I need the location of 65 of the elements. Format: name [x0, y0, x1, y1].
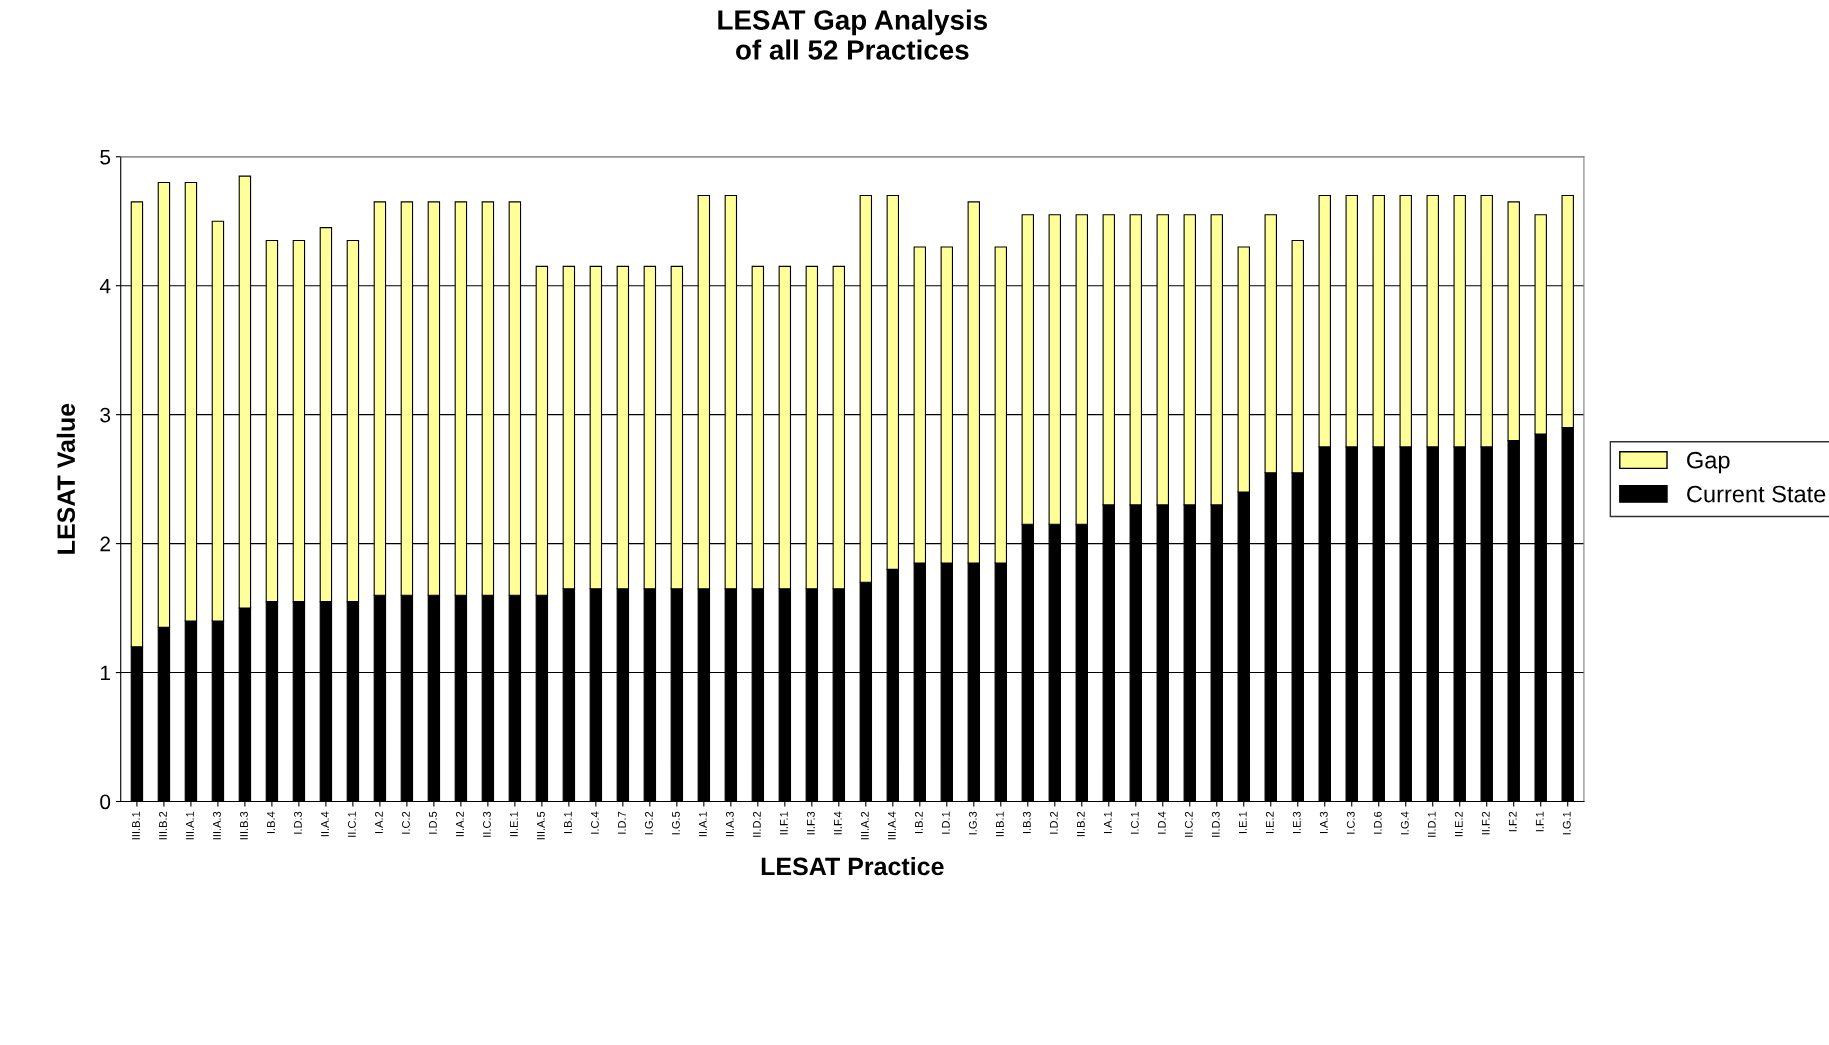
x-tick-label: III.A.5: [537, 811, 545, 840]
x-tick-label: III.A.3: [213, 811, 221, 840]
x-tick-label: II.F.2: [1481, 811, 1490, 835]
x-tick-label: I.C.1: [1130, 811, 1139, 834]
y-tick-label: 0: [100, 794, 111, 810]
x-tick-label: I.F.2: [1508, 811, 1517, 832]
x-tick-label: I.B.2: [914, 811, 923, 834]
x-tick-label: I.G.2: [644, 811, 653, 835]
x-tick-label: III.A.2: [860, 811, 869, 840]
legend-label: Current State: [1687, 485, 1826, 503]
x-tick-label: I.E.3: [1292, 811, 1301, 834]
x-tick-label: I.A.2: [374, 811, 383, 834]
x-tick-label: I.D.1: [942, 811, 950, 834]
x-tick-label: II.C.2: [1184, 811, 1193, 837]
x-tick-label: III.A.4: [888, 811, 896, 840]
x-tick-label: I.B.4: [267, 811, 275, 834]
x-tick-label: I.C.4: [590, 811, 599, 834]
x-tick-label: III.B.3: [240, 811, 248, 840]
y-tick-label: 3: [100, 407, 111, 423]
x-tick-label: III.B.2: [159, 811, 167, 840]
x-tick-label: II.C.3: [482, 811, 491, 837]
y-tick-label: 4: [99, 278, 111, 294]
x-tick-label: I.E.2: [1265, 811, 1274, 834]
x-tick-label: I.D.7: [618, 811, 626, 834]
x-tick-label: I.F.1: [1535, 811, 1544, 832]
y-tick-label: 2: [100, 536, 110, 552]
x-tick-label: II.B.2: [1076, 811, 1085, 837]
x-tick-label: I.B.1: [564, 811, 572, 834]
x-tick-label: II.B.1: [996, 811, 1004, 837]
x-tick-label: I.A.3: [1319, 811, 1328, 834]
x-tick-label: II.A.3: [725, 811, 734, 837]
x-tick-label: II.A.1: [699, 811, 707, 837]
legend-label: Gap: [1687, 451, 1730, 474]
x-tick-label: III.A.1: [186, 811, 194, 840]
x-tick-label: II.D.2: [752, 811, 761, 837]
y-axis-title: LESAT Value: [56, 403, 76, 554]
x-tick-label: II.F.1: [780, 811, 788, 835]
x-tick-label: I.D.6: [1373, 811, 1382, 834]
x-tick-label: I.G.3: [968, 811, 977, 835]
x-tick-label: I.G.1: [1562, 811, 1571, 835]
x-tick-label: II.A.4: [321, 811, 329, 837]
y-tick-label: 1: [101, 665, 110, 681]
x-tick-label: I.G.5: [671, 811, 680, 835]
x-tick-label: II.D.3: [1211, 811, 1220, 837]
x-axis-title: LESAT Practice: [761, 856, 944, 876]
x-tick-label: I.G.4: [1400, 811, 1409, 835]
x-tick-label: I.A.1: [1104, 811, 1112, 834]
x-tick-label: II.F.4: [834, 811, 842, 835]
x-tick-label: III.B.1: [132, 811, 140, 840]
x-tick-label: I.E.1: [1238, 811, 1247, 834]
x-tick-label: II.E.2: [1454, 811, 1463, 837]
x-tick-label: II.A.2: [455, 811, 464, 837]
x-tick-label: II.D.1: [1427, 811, 1436, 837]
y-tick-label: 5: [100, 149, 111, 165]
x-tick-label: I.C.2: [401, 811, 410, 834]
x-tick-label: I.D.3: [294, 811, 302, 834]
x-tick-label: I.D.2: [1049, 811, 1058, 834]
x-tick-label: II.E.1: [510, 811, 518, 837]
x-tick-label: II.C.1: [348, 811, 356, 837]
x-tick-label: I.B.3: [1022, 811, 1031, 834]
x-tick-label: I.D.4: [1158, 811, 1166, 834]
chart-title: LESAT Gap Analysis of all 52 Practices: [718, 9, 988, 60]
x-tick-label: I.C.3: [1346, 811, 1355, 834]
x-tick-label: I.D.5: [429, 811, 437, 834]
x-tick-label: II.F.3: [806, 811, 815, 835]
